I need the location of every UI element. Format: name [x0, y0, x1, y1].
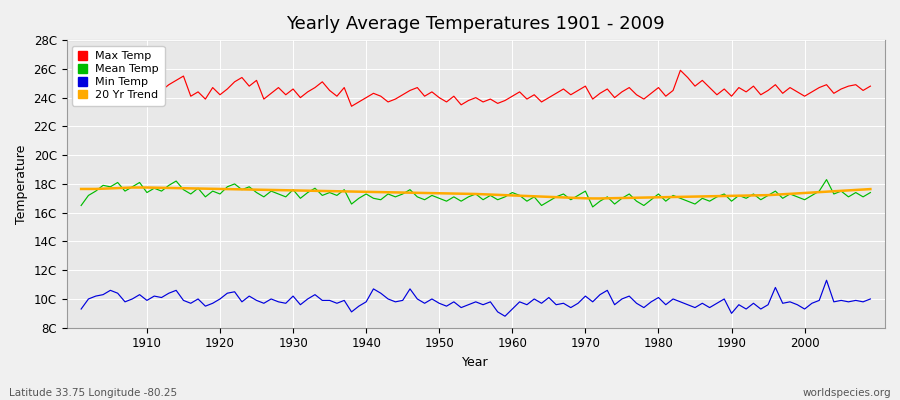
Y-axis label: Temperature: Temperature [15, 144, 28, 224]
Text: Latitude 33.75 Longitude -80.25: Latitude 33.75 Longitude -80.25 [9, 388, 177, 398]
X-axis label: Year: Year [463, 356, 489, 369]
Title: Yearly Average Temperatures 1901 - 2009: Yearly Average Temperatures 1901 - 2009 [286, 15, 665, 33]
Legend: Max Temp, Mean Temp, Min Temp, 20 Yr Trend: Max Temp, Mean Temp, Min Temp, 20 Yr Tre… [72, 46, 165, 106]
Text: worldspecies.org: worldspecies.org [803, 388, 891, 398]
